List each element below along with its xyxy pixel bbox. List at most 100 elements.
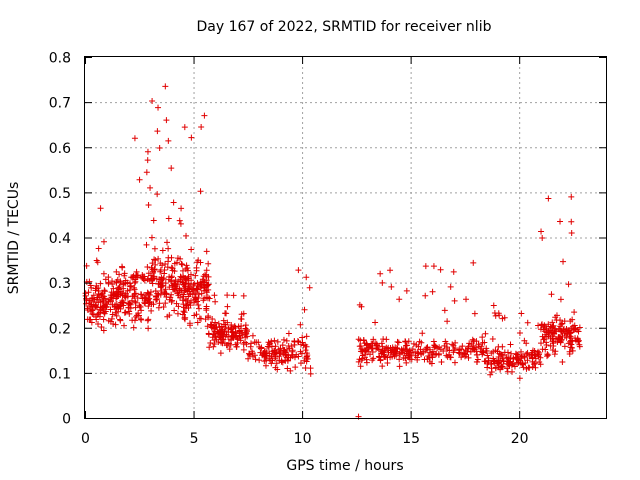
data-point <box>412 348 419 355</box>
data-point <box>97 307 104 314</box>
data-point <box>473 338 480 345</box>
data-point <box>125 300 132 307</box>
data-point <box>545 195 552 202</box>
data-point <box>567 318 574 325</box>
data-point <box>424 356 431 363</box>
data-point <box>557 327 564 334</box>
data-point <box>551 351 558 358</box>
data-point <box>557 323 564 330</box>
data-point <box>152 261 159 268</box>
data-point <box>356 301 363 308</box>
data-point <box>284 357 291 364</box>
data-point <box>203 267 210 274</box>
data-point <box>175 278 182 285</box>
data-point <box>111 303 118 310</box>
data-point <box>484 352 491 359</box>
data-point <box>438 359 445 366</box>
data-point <box>375 353 382 360</box>
data-point <box>529 363 536 370</box>
data-point <box>408 356 415 363</box>
y-tick-label: 0.8 <box>49 51 71 67</box>
data-point <box>169 297 176 304</box>
data-point <box>143 169 150 176</box>
data-point <box>217 350 224 357</box>
data-point <box>175 292 182 299</box>
y-tick-label: 0.1 <box>49 366 71 382</box>
data-point <box>185 293 192 300</box>
data-point <box>300 342 307 349</box>
data-point <box>442 338 449 345</box>
data-point <box>552 314 559 321</box>
data-point <box>250 353 257 360</box>
data-point <box>131 135 138 142</box>
data-point <box>539 333 546 340</box>
data-point <box>116 271 123 278</box>
data-point <box>162 83 169 90</box>
data-point <box>144 317 151 324</box>
data-point <box>203 248 210 255</box>
data-point <box>183 302 190 309</box>
data-point <box>357 363 364 370</box>
data-point <box>129 317 136 324</box>
data-point <box>500 358 507 365</box>
data-point <box>422 263 429 270</box>
data-point <box>516 330 523 337</box>
data-point <box>168 165 175 172</box>
data-point <box>145 201 152 208</box>
data-point <box>474 358 481 365</box>
data-point <box>545 328 552 335</box>
data-point <box>464 348 471 355</box>
data-point <box>246 352 253 359</box>
data-point <box>563 326 570 333</box>
data-point <box>187 322 194 329</box>
data-point <box>539 321 546 328</box>
ticks-layer: 0 0.1 0.2 0.3 0.4 0.5 0.6 0.7 0.8 0 5 10 15 20 <box>49 51 606 447</box>
data-point <box>549 329 556 336</box>
data-point <box>212 298 219 305</box>
data-point <box>198 290 205 297</box>
data-point <box>481 358 488 365</box>
data-point <box>301 306 308 313</box>
data-point <box>563 334 570 341</box>
data-point <box>117 278 124 285</box>
data-point <box>278 357 285 364</box>
data-point <box>150 301 157 308</box>
data-point <box>156 145 163 152</box>
data-point <box>473 351 480 358</box>
data-point <box>384 354 391 361</box>
y-tick-label: 0.3 <box>49 276 71 292</box>
grid-layer <box>85 57 606 418</box>
data-point <box>483 345 490 352</box>
data-point <box>205 260 212 267</box>
data-point <box>242 325 249 332</box>
data-point <box>463 296 470 303</box>
data-point <box>381 348 388 355</box>
data-point <box>196 315 203 322</box>
data-point <box>170 286 177 293</box>
data-point <box>89 303 96 310</box>
data-point <box>237 335 244 342</box>
data-point <box>216 324 223 331</box>
data-point <box>303 333 310 340</box>
plot-frame <box>84 56 607 419</box>
data-point <box>557 296 564 303</box>
data-point <box>496 350 503 357</box>
data-point <box>384 345 391 352</box>
data-point <box>98 323 105 330</box>
data-point <box>282 348 289 355</box>
y-tick-label: 0.4 <box>49 231 71 247</box>
data-point <box>175 303 182 310</box>
data-point <box>285 330 292 337</box>
data-point <box>209 316 216 323</box>
data-point <box>192 295 199 302</box>
data-point <box>558 328 565 335</box>
data-point <box>210 343 217 350</box>
data-point <box>268 338 275 345</box>
data-point <box>560 258 567 265</box>
data-point <box>522 359 529 366</box>
data-point <box>458 346 465 353</box>
data-point <box>306 284 313 291</box>
data-point <box>248 340 255 347</box>
data-point <box>504 349 511 356</box>
data-point <box>266 355 273 362</box>
